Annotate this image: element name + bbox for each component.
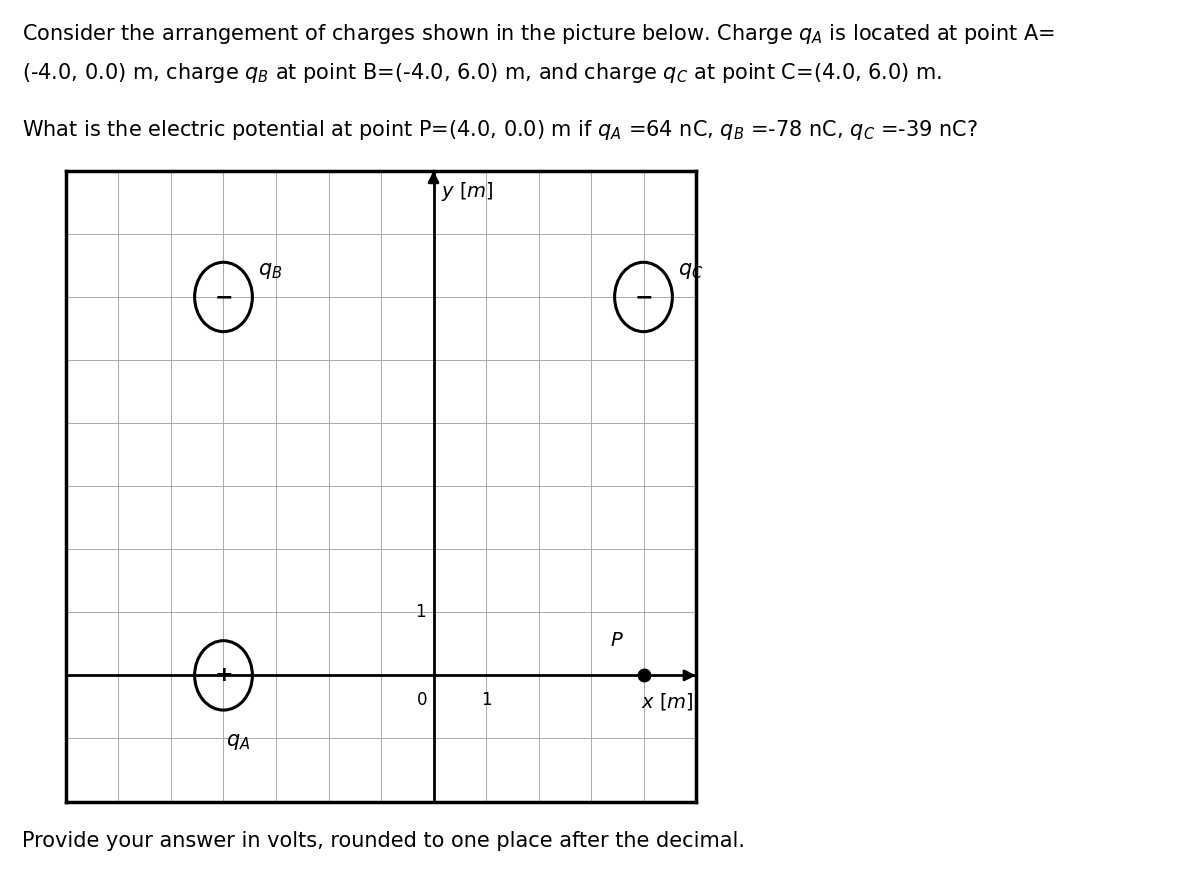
Text: +: +: [214, 666, 233, 685]
Text: Consider the arrangement of charges shown in the picture below. Charge $q_A$ is : Consider the arrangement of charges show…: [22, 22, 1055, 46]
Text: (-4.0, 0.0) m, charge $q_B$ at point B=(-4.0, 6.0) m, and charge $q_C$ at point : (-4.0, 0.0) m, charge $q_B$ at point B=(…: [22, 61, 942, 85]
Text: 1: 1: [415, 604, 426, 621]
Text: $y\ [m]$: $y\ [m]$: [442, 180, 494, 203]
Text: 1: 1: [481, 691, 491, 710]
Text: $q_C$: $q_C$: [678, 261, 703, 281]
Text: 0: 0: [416, 691, 427, 710]
Text: $P$: $P$: [611, 632, 624, 650]
Text: $q_A$: $q_A$: [226, 732, 251, 752]
Text: −: −: [214, 287, 233, 307]
Text: −: −: [634, 287, 653, 307]
Text: What is the electric potential at point P=(4.0, 0.0) m if $q_A$ =64 nC, $q_B$ =-: What is the electric potential at point …: [22, 118, 978, 142]
Text: $x\ [m]$: $x\ [m]$: [641, 691, 694, 712]
Text: $q_B$: $q_B$: [258, 261, 282, 281]
Text: Provide your answer in volts, rounded to one place after the decimal.: Provide your answer in volts, rounded to…: [22, 831, 744, 851]
